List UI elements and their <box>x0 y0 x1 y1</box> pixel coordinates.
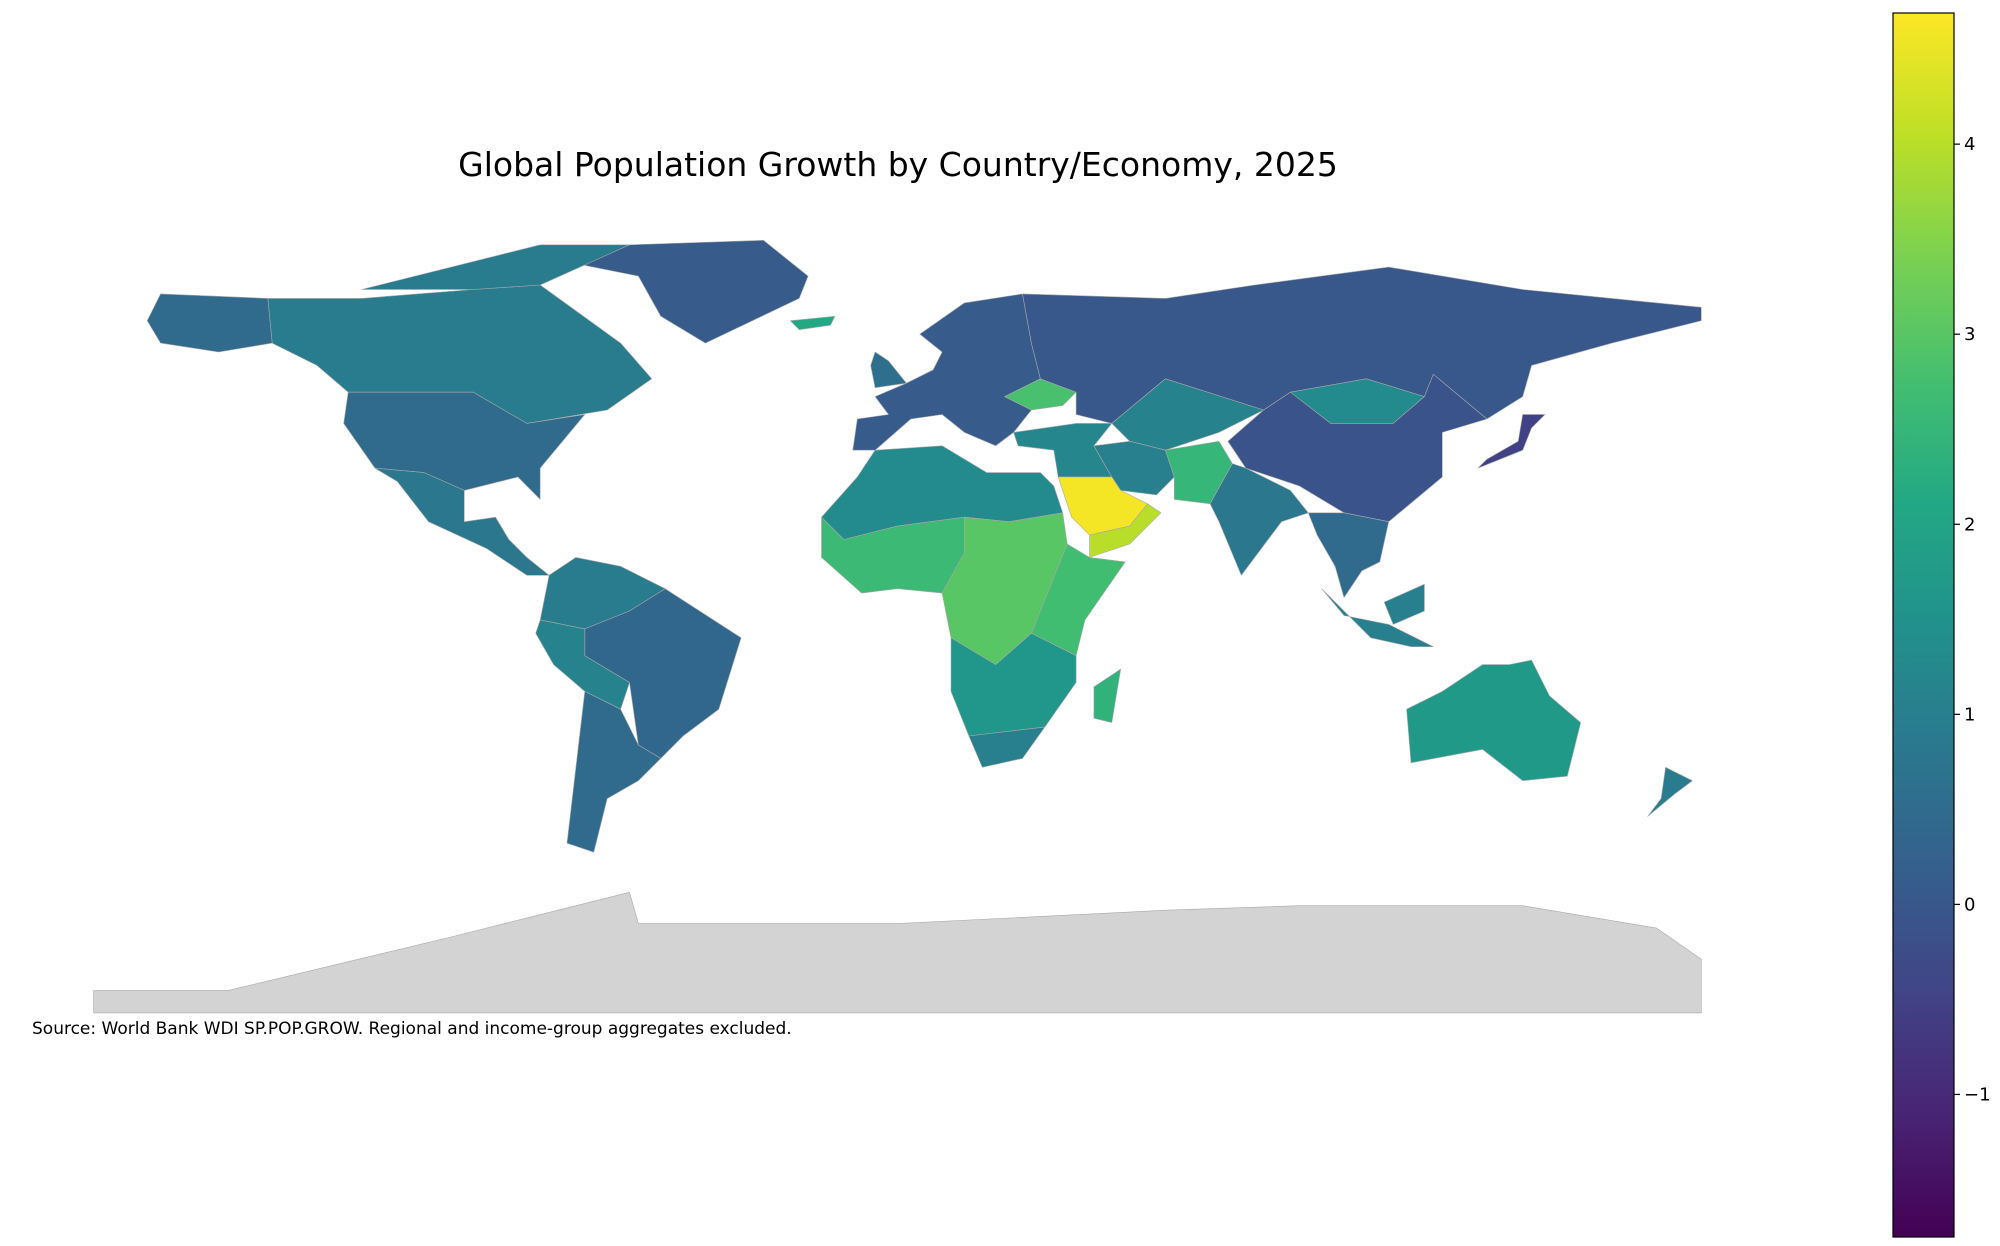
colorbar-tick-label: 0 <box>1964 894 1975 915</box>
country <box>566 691 662 853</box>
country <box>146 293 273 353</box>
country <box>1031 543 1126 656</box>
country <box>1004 378 1077 411</box>
source-note: Source: World Bank WDI SP.POP.GROW. Regi… <box>32 1019 792 1039</box>
map <box>93 240 1702 1014</box>
country <box>1647 767 1693 817</box>
map-title: Global Population Growth by Country/Econ… <box>458 145 1338 184</box>
country <box>1209 463 1309 576</box>
country <box>1321 588 1434 647</box>
country <box>870 351 907 388</box>
colorbar: −1 0 1 2 3 4 <box>1892 12 1991 1238</box>
country <box>968 726 1046 768</box>
colorbar-tick-label: −1 <box>1964 1084 1991 1105</box>
country <box>1383 583 1425 625</box>
colorbar-tick-label: 1 <box>1964 704 1975 725</box>
colorbar-tick-label: 2 <box>1964 514 1975 535</box>
colorbar-tick-label: 3 <box>1964 324 1975 345</box>
country <box>571 240 809 344</box>
country <box>374 467 550 576</box>
country <box>1308 512 1389 598</box>
country <box>361 244 630 290</box>
country <box>1093 668 1121 723</box>
country <box>1477 414 1546 469</box>
no-data-region <box>93 892 1702 1014</box>
country <box>1227 374 1488 522</box>
country <box>790 316 836 330</box>
country <box>950 633 1077 737</box>
colorbar-tick-label: 4 <box>1964 134 1975 155</box>
country <box>1406 659 1581 781</box>
colorbar-gradient <box>1892 12 1955 1238</box>
